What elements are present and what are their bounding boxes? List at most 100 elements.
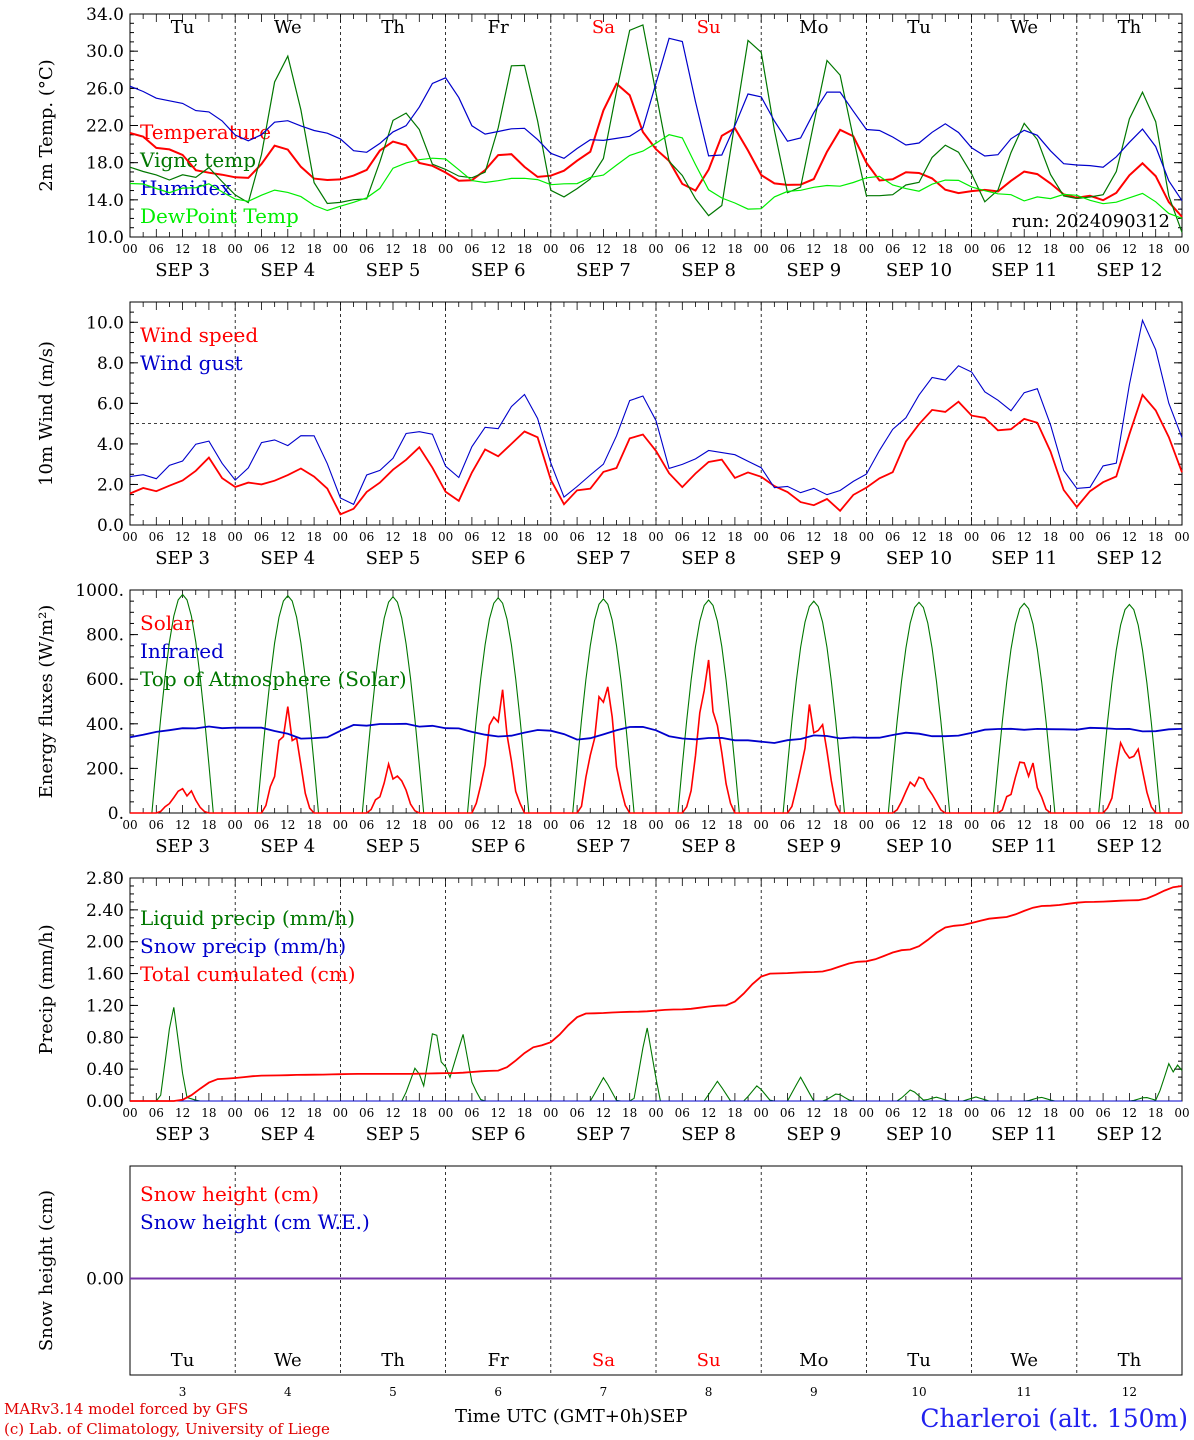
y-tick-label: 200. — [86, 759, 124, 779]
date-tick-label: SEP 7 — [576, 260, 631, 281]
hour-tick-label: 00 — [754, 530, 769, 544]
hour-tick-label: 06 — [149, 1106, 164, 1120]
hour-tick-label: 18 — [622, 530, 637, 544]
hour-tick-label: 00 — [333, 818, 348, 832]
hour-tick-label: 06 — [990, 1106, 1005, 1120]
weekday-label: Th — [1118, 17, 1142, 38]
legend-entry: Vigne temp — [139, 148, 256, 172]
hour-tick-label: 12 — [385, 818, 400, 832]
hour-tick-label: 06 — [359, 242, 374, 256]
legend-entry: Snow height (cm) — [140, 1182, 319, 1206]
hour-tick-label: 12 — [175, 1106, 190, 1120]
date-tick-label: SEP 6 — [471, 548, 526, 569]
hour-tick-label: 12 — [280, 1106, 295, 1120]
date-tick-label: SEP 7 — [576, 548, 631, 569]
hour-tick-label: 18 — [306, 1106, 321, 1120]
hour-tick-label: 12 — [911, 818, 926, 832]
hour-tick-label: 12 — [911, 1106, 926, 1120]
hour-tick-label: 00 — [648, 818, 663, 832]
hour-tick-label: 18 — [938, 242, 953, 256]
hour-tick-label: 06 — [1095, 818, 1110, 832]
day-number-label: 8 — [705, 1385, 713, 1399]
day-number-label: 3 — [179, 1385, 187, 1399]
hour-tick-label: 06 — [885, 818, 900, 832]
hour-tick-label: 06 — [464, 530, 479, 544]
hour-tick-label: 18 — [938, 530, 953, 544]
date-tick-label: SEP 10 — [886, 260, 952, 281]
series-line-solar — [130, 659, 1182, 814]
hour-tick-label: 00 — [1174, 242, 1189, 256]
y-tick-label: 10.0 — [86, 313, 124, 333]
y-tick-label: 2.0 — [97, 475, 124, 495]
series-line-vigne-temp — [129, 24, 1183, 233]
hour-tick-label: 00 — [1069, 1106, 1084, 1120]
hour-tick-label: 12 — [806, 530, 821, 544]
weekday-label: Su — [697, 17, 721, 38]
date-tick-label: SEP 4 — [260, 260, 315, 281]
hour-tick-label: 18 — [622, 1106, 637, 1120]
hour-tick-label: 06 — [359, 1106, 374, 1120]
legend-entry: Top of Atmosphere (Solar) — [140, 667, 407, 691]
legend-entry: Wind gust — [140, 351, 243, 375]
y-axis-label: 10m Wind (m/s) — [36, 341, 57, 486]
hour-tick-label: 18 — [201, 1106, 216, 1120]
weekday-label: We — [1010, 17, 1038, 38]
hour-tick-label: 06 — [569, 818, 584, 832]
y-tick-label: 600. — [86, 670, 124, 690]
y-tick-label: 2.80 — [86, 869, 124, 889]
y-tick-label: 14.0 — [86, 191, 124, 211]
y-tick-label: 0.40 — [86, 1060, 124, 1080]
day-number-label: 7 — [600, 1385, 608, 1399]
hour-tick-label: 12 — [701, 242, 716, 256]
hour-tick-label: 00 — [543, 818, 558, 832]
hour-tick-label: 18 — [1043, 1106, 1058, 1120]
date-tick-label: SEP 8 — [681, 260, 736, 281]
legend-entry: Solar — [140, 611, 194, 635]
hour-tick-label: 18 — [412, 242, 427, 256]
y-tick-label: 6.0 — [97, 394, 124, 414]
date-tick-label: SEP 9 — [786, 548, 841, 569]
hour-tick-label: 18 — [832, 1106, 847, 1120]
hour-tick-label: 00 — [859, 242, 874, 256]
hour-tick-label: 18 — [1148, 242, 1163, 256]
hour-tick-label: 18 — [306, 242, 321, 256]
hour-tick-label: 06 — [780, 1106, 795, 1120]
hour-tick-label: 00 — [1069, 242, 1084, 256]
run-label: run: 2024090312 — [1012, 211, 1170, 232]
hour-tick-label: 18 — [201, 530, 216, 544]
hour-tick-label: 00 — [228, 242, 243, 256]
hour-tick-label: 06 — [149, 530, 164, 544]
meteogram-chart: 00 06 12 18 SEP 3 00 06 12 18 SEP 4 00 06 12 18 SEP 5 0… — [36, 5, 1190, 1399]
hour-tick-label: 18 — [517, 530, 532, 544]
day-number-label: 5 — [389, 1385, 397, 1399]
hour-tick-label: 00 — [648, 530, 663, 544]
hour-tick-label: 06 — [780, 242, 795, 256]
hour-tick-label: 18 — [306, 530, 321, 544]
y-axis-label: Energy fluxes (W/m²) — [36, 605, 57, 799]
hour-tick-label: 06 — [1095, 1106, 1110, 1120]
hour-tick-label: 00 — [438, 242, 453, 256]
y-tick-label: 1000. — [75, 581, 124, 601]
y-axis-label: Precip (mm/h) — [36, 924, 57, 1054]
hour-tick-label: 00 — [859, 530, 874, 544]
hour-tick-label: 12 — [596, 242, 611, 256]
weekday-label: Tu — [171, 1350, 195, 1371]
y-tick-label: 22.0 — [86, 117, 124, 137]
hour-tick-label: 12 — [385, 530, 400, 544]
y-tick-label: 0.00 — [86, 1270, 124, 1290]
date-tick-label: SEP 6 — [471, 1124, 526, 1145]
legend-entry: Liquid precip (mm/h) — [140, 906, 355, 930]
legend-entry: Total cumulated (cm) — [140, 962, 356, 986]
y-tick-label: 34.0 — [86, 5, 124, 25]
date-tick-label: SEP 11 — [991, 836, 1057, 857]
y-tick-label: 1.60 — [86, 965, 124, 985]
hour-tick-label: 00 — [122, 242, 137, 256]
weekday-label: Fr — [488, 1350, 509, 1371]
hour-tick-label: 00 — [122, 1106, 137, 1120]
date-tick-label: SEP 5 — [366, 1124, 421, 1145]
y-tick-label: 10.0 — [86, 228, 124, 248]
day-number-label: 6 — [494, 1385, 502, 1399]
hour-tick-label: 06 — [990, 530, 1005, 544]
date-tick-label: SEP 10 — [886, 548, 952, 569]
hour-tick-label: 12 — [701, 818, 716, 832]
